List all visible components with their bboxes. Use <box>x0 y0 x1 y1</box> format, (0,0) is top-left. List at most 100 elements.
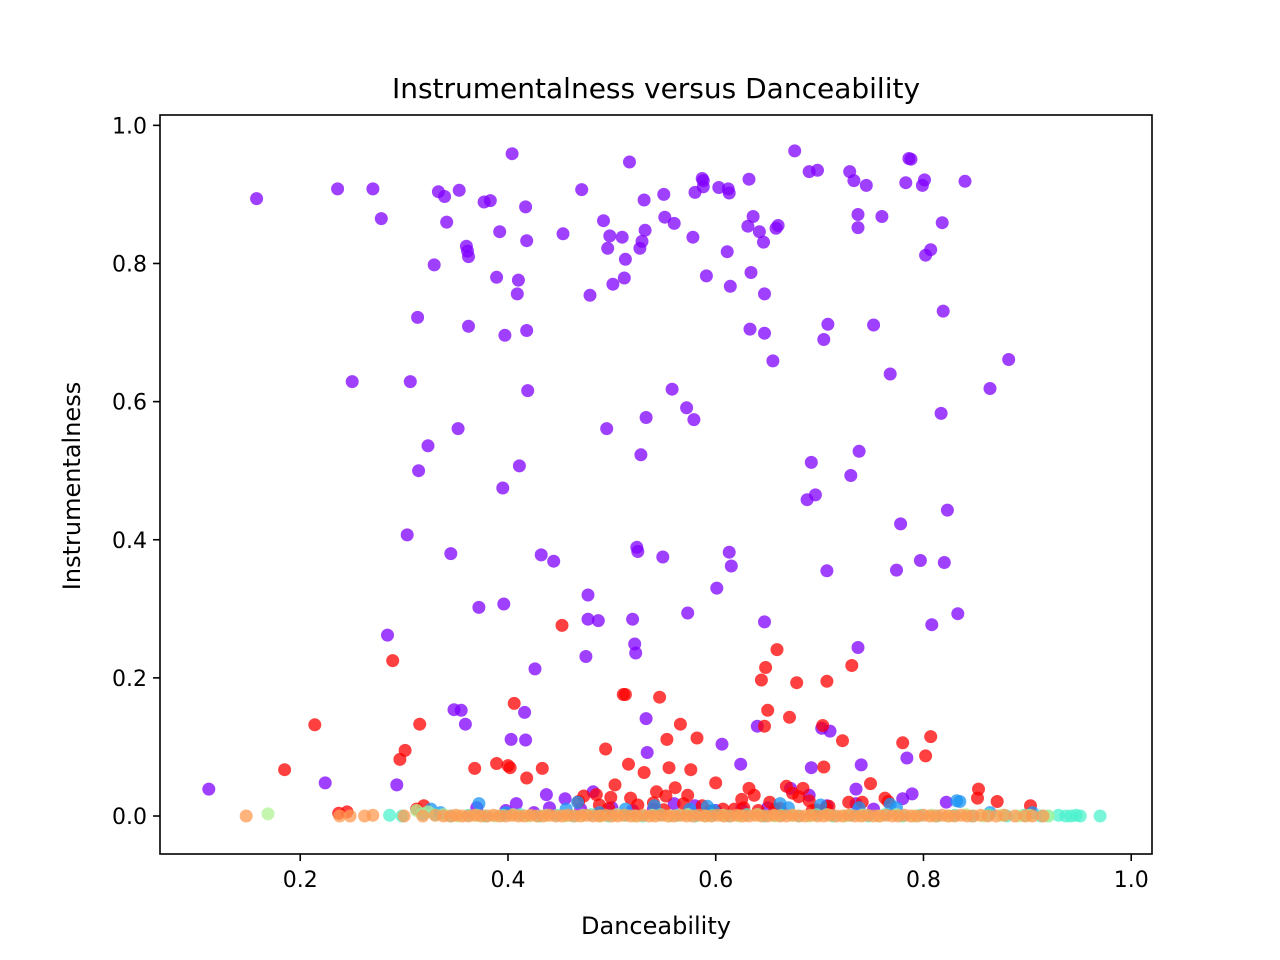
data-point <box>935 216 949 230</box>
data-point <box>656 550 670 564</box>
data-point <box>741 219 755 233</box>
data-point <box>811 163 824 177</box>
x-tick-label: 1.0 <box>1114 868 1149 893</box>
data-point <box>673 717 687 731</box>
data-point <box>696 174 710 188</box>
data-point <box>936 304 950 318</box>
data-point <box>653 690 667 704</box>
data-point <box>510 287 524 301</box>
data-point <box>766 354 780 368</box>
data-point <box>854 758 868 772</box>
data-point <box>539 788 553 802</box>
data-point <box>758 615 771 629</box>
data-point <box>808 488 822 502</box>
data-point <box>899 176 913 190</box>
data-point <box>403 375 417 389</box>
x-axis: 0.2 0.4 0.6 0.8 1.0 <box>283 854 1149 893</box>
data-point <box>579 650 593 663</box>
data-point <box>998 808 1011 822</box>
data-point <box>520 234 534 248</box>
data-point <box>894 517 908 531</box>
data-point <box>934 406 948 420</box>
data-point <box>639 411 653 424</box>
data-point <box>518 705 532 719</box>
data-point <box>511 273 525 287</box>
data-point <box>796 781 810 795</box>
data-point <box>820 674 834 688</box>
data-point <box>617 271 631 285</box>
data-point <box>1002 353 1016 366</box>
data-point <box>770 643 784 657</box>
x-tick-label: 0.4 <box>490 868 525 893</box>
data-point <box>397 809 411 823</box>
data-point <box>468 761 482 775</box>
data-point <box>690 731 704 745</box>
data-point <box>990 795 1004 808</box>
data-point <box>618 688 632 701</box>
data-point <box>759 661 773 674</box>
y-tick-label: 0.4 <box>112 529 147 554</box>
data-point <box>509 797 523 811</box>
data-point <box>820 564 834 578</box>
data-point <box>629 646 643 660</box>
data-point <box>896 736 910 750</box>
data-point <box>722 545 736 559</box>
data-point <box>390 778 404 792</box>
data-point <box>472 600 486 614</box>
data-point <box>720 245 734 259</box>
data-point <box>681 788 695 802</box>
data-point <box>924 243 938 257</box>
data-point <box>1008 809 1022 823</box>
data-point <box>867 318 881 332</box>
data-point <box>754 673 768 687</box>
data-point <box>547 554 561 568</box>
data-point <box>400 528 414 542</box>
data-point <box>817 333 831 346</box>
data-point <box>483 194 497 208</box>
data-point <box>462 250 475 264</box>
data-point <box>427 258 441 272</box>
data-point <box>472 797 486 811</box>
data-point <box>497 597 511 611</box>
data-point <box>383 808 397 822</box>
data-point <box>608 778 622 792</box>
chart-title: Instrumentalness versus Danceability <box>392 72 920 105</box>
data-point <box>742 172 756 186</box>
data-point <box>635 234 649 248</box>
data-point <box>657 187 671 201</box>
data-point <box>659 789 673 803</box>
data-point <box>724 559 738 573</box>
data-point <box>747 788 761 802</box>
data-point <box>504 732 518 746</box>
data-point <box>599 742 613 756</box>
data-point <box>953 795 967 808</box>
data-point <box>581 588 595 602</box>
data-point <box>498 328 512 342</box>
data-point <box>665 382 679 396</box>
data-point <box>816 719 830 732</box>
data-point <box>686 230 700 244</box>
data-point <box>722 186 736 200</box>
data-point <box>622 757 635 771</box>
data-point <box>604 790 618 804</box>
data-point <box>913 554 927 567</box>
data-point <box>844 469 858 482</box>
data-point <box>421 439 435 453</box>
data-point <box>440 215 454 229</box>
data-point <box>261 807 275 821</box>
data-point <box>503 761 517 775</box>
data-point <box>416 809 430 823</box>
data-point <box>660 732 674 746</box>
data-point <box>490 270 504 284</box>
data-point <box>202 782 216 796</box>
data-point <box>746 210 760 223</box>
data-point <box>366 182 380 196</box>
data-point <box>771 219 785 232</box>
data-point <box>438 190 452 203</box>
x-tick-label: 0.8 <box>906 868 941 893</box>
data-point <box>845 659 859 672</box>
data-point <box>667 797 681 811</box>
x-tick-label: 0.2 <box>283 868 318 893</box>
data-point <box>575 183 589 197</box>
